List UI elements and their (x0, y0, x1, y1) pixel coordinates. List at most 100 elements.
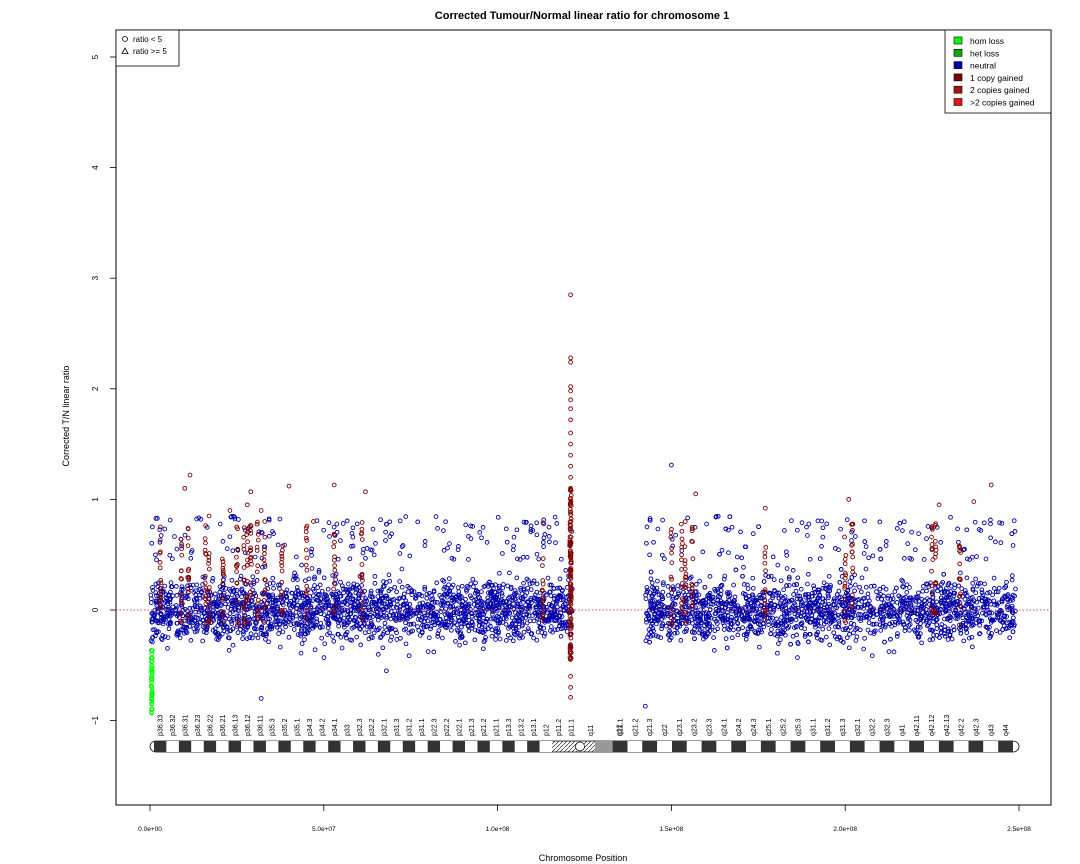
band-label: q23.1 (677, 718, 684, 736)
neutral-point (469, 623, 475, 629)
neutral-point (987, 590, 993, 595)
neutral-point (235, 630, 241, 635)
gain-point (178, 536, 184, 542)
gain-point (567, 613, 573, 619)
gain-point (244, 502, 250, 508)
band-segment (166, 741, 179, 752)
gain-point (206, 558, 212, 563)
neutral-point (512, 596, 518, 602)
neutral-point (979, 595, 985, 601)
neutral-point (471, 584, 476, 590)
neutral-point (181, 630, 187, 636)
neutral-point (499, 591, 505, 596)
gain-point (206, 561, 211, 566)
neutral-point (266, 533, 272, 539)
neutral-point (805, 571, 811, 577)
neutral-point (776, 590, 782, 596)
neutral-point (403, 641, 409, 647)
neutral-point (325, 614, 331, 620)
neutral-point (459, 602, 465, 608)
gain-point (241, 534, 246, 540)
neutral-point (428, 626, 433, 632)
neutral-point (167, 517, 173, 523)
legend-label: 1 copy gained (970, 73, 1023, 83)
neutral-point (149, 617, 155, 622)
band-label: p36.21 (220, 714, 227, 736)
neutral-point (425, 649, 431, 654)
gain-point (203, 523, 208, 528)
neutral-point (680, 614, 685, 620)
neutral-point (298, 650, 304, 656)
gain-point (359, 520, 365, 525)
gain-point (220, 581, 226, 586)
neutral-point (503, 611, 509, 617)
neutral-point (481, 584, 487, 590)
band-label: p32.3 (357, 718, 364, 736)
gain-point (235, 526, 240, 532)
gain-point (279, 568, 285, 574)
gain-point (568, 417, 573, 423)
neutral-point (979, 590, 985, 595)
neutral-point (223, 601, 228, 607)
shape-legend-label: ratio >= 5 (133, 47, 167, 56)
gain-point (248, 489, 254, 495)
neutral-point (246, 615, 252, 620)
gain-point (540, 520, 546, 526)
neutral-point (448, 623, 454, 628)
neutral-point (887, 621, 893, 627)
gain-point (568, 674, 573, 679)
gain-point (178, 568, 184, 573)
neutral-point (321, 575, 327, 581)
neutral-point (317, 592, 322, 597)
gain-point (248, 531, 254, 536)
neutral-point (227, 534, 233, 540)
band-label: p11.1 (568, 719, 575, 736)
gain-point (762, 611, 768, 616)
band-label: p36.13 (232, 714, 239, 736)
neutral-point (719, 604, 725, 609)
gain-point (241, 546, 247, 552)
neutral-point (717, 594, 723, 600)
neutral-point (434, 600, 440, 605)
neutral-point (799, 520, 805, 525)
neutral-point (518, 610, 523, 616)
neutral-point (945, 590, 951, 595)
neutral-point (746, 617, 752, 623)
neutral-point (928, 580, 933, 586)
gain-point (158, 577, 164, 583)
neutral-point (786, 583, 792, 588)
neutral-point (150, 634, 156, 640)
neutral-point (972, 519, 978, 525)
gain-point (988, 482, 994, 488)
neutral-point (784, 611, 790, 617)
gain-point (568, 509, 573, 515)
band-segment (427, 741, 441, 752)
band-segment (686, 741, 702, 752)
neutral-point (810, 590, 815, 596)
neutral-point (432, 622, 438, 628)
neutral-point (778, 621, 784, 626)
neutral-point (317, 608, 323, 614)
gain-point (248, 548, 253, 554)
neutral-point (974, 554, 979, 559)
neutral-point (863, 584, 869, 590)
neutral-point (722, 573, 728, 579)
band-segment (627, 741, 643, 752)
neutral-point (644, 611, 650, 617)
neutral-point (483, 635, 488, 640)
gain-point (158, 586, 164, 591)
band-label: q32.2 (870, 718, 877, 736)
neutral-point (451, 556, 457, 562)
neutral-point (806, 594, 811, 600)
hom-loss-point (149, 668, 154, 674)
neutral-point (491, 604, 496, 610)
neutral-point (293, 605, 299, 611)
neutral-point (453, 638, 458, 644)
gain-point (219, 556, 225, 562)
band-label: q44 (1003, 724, 1010, 736)
gain-point (255, 519, 260, 525)
gain-point (568, 388, 573, 394)
neutral-point (646, 616, 652, 621)
neutral-point (299, 641, 305, 646)
legend-label: hom loss (970, 36, 1004, 46)
